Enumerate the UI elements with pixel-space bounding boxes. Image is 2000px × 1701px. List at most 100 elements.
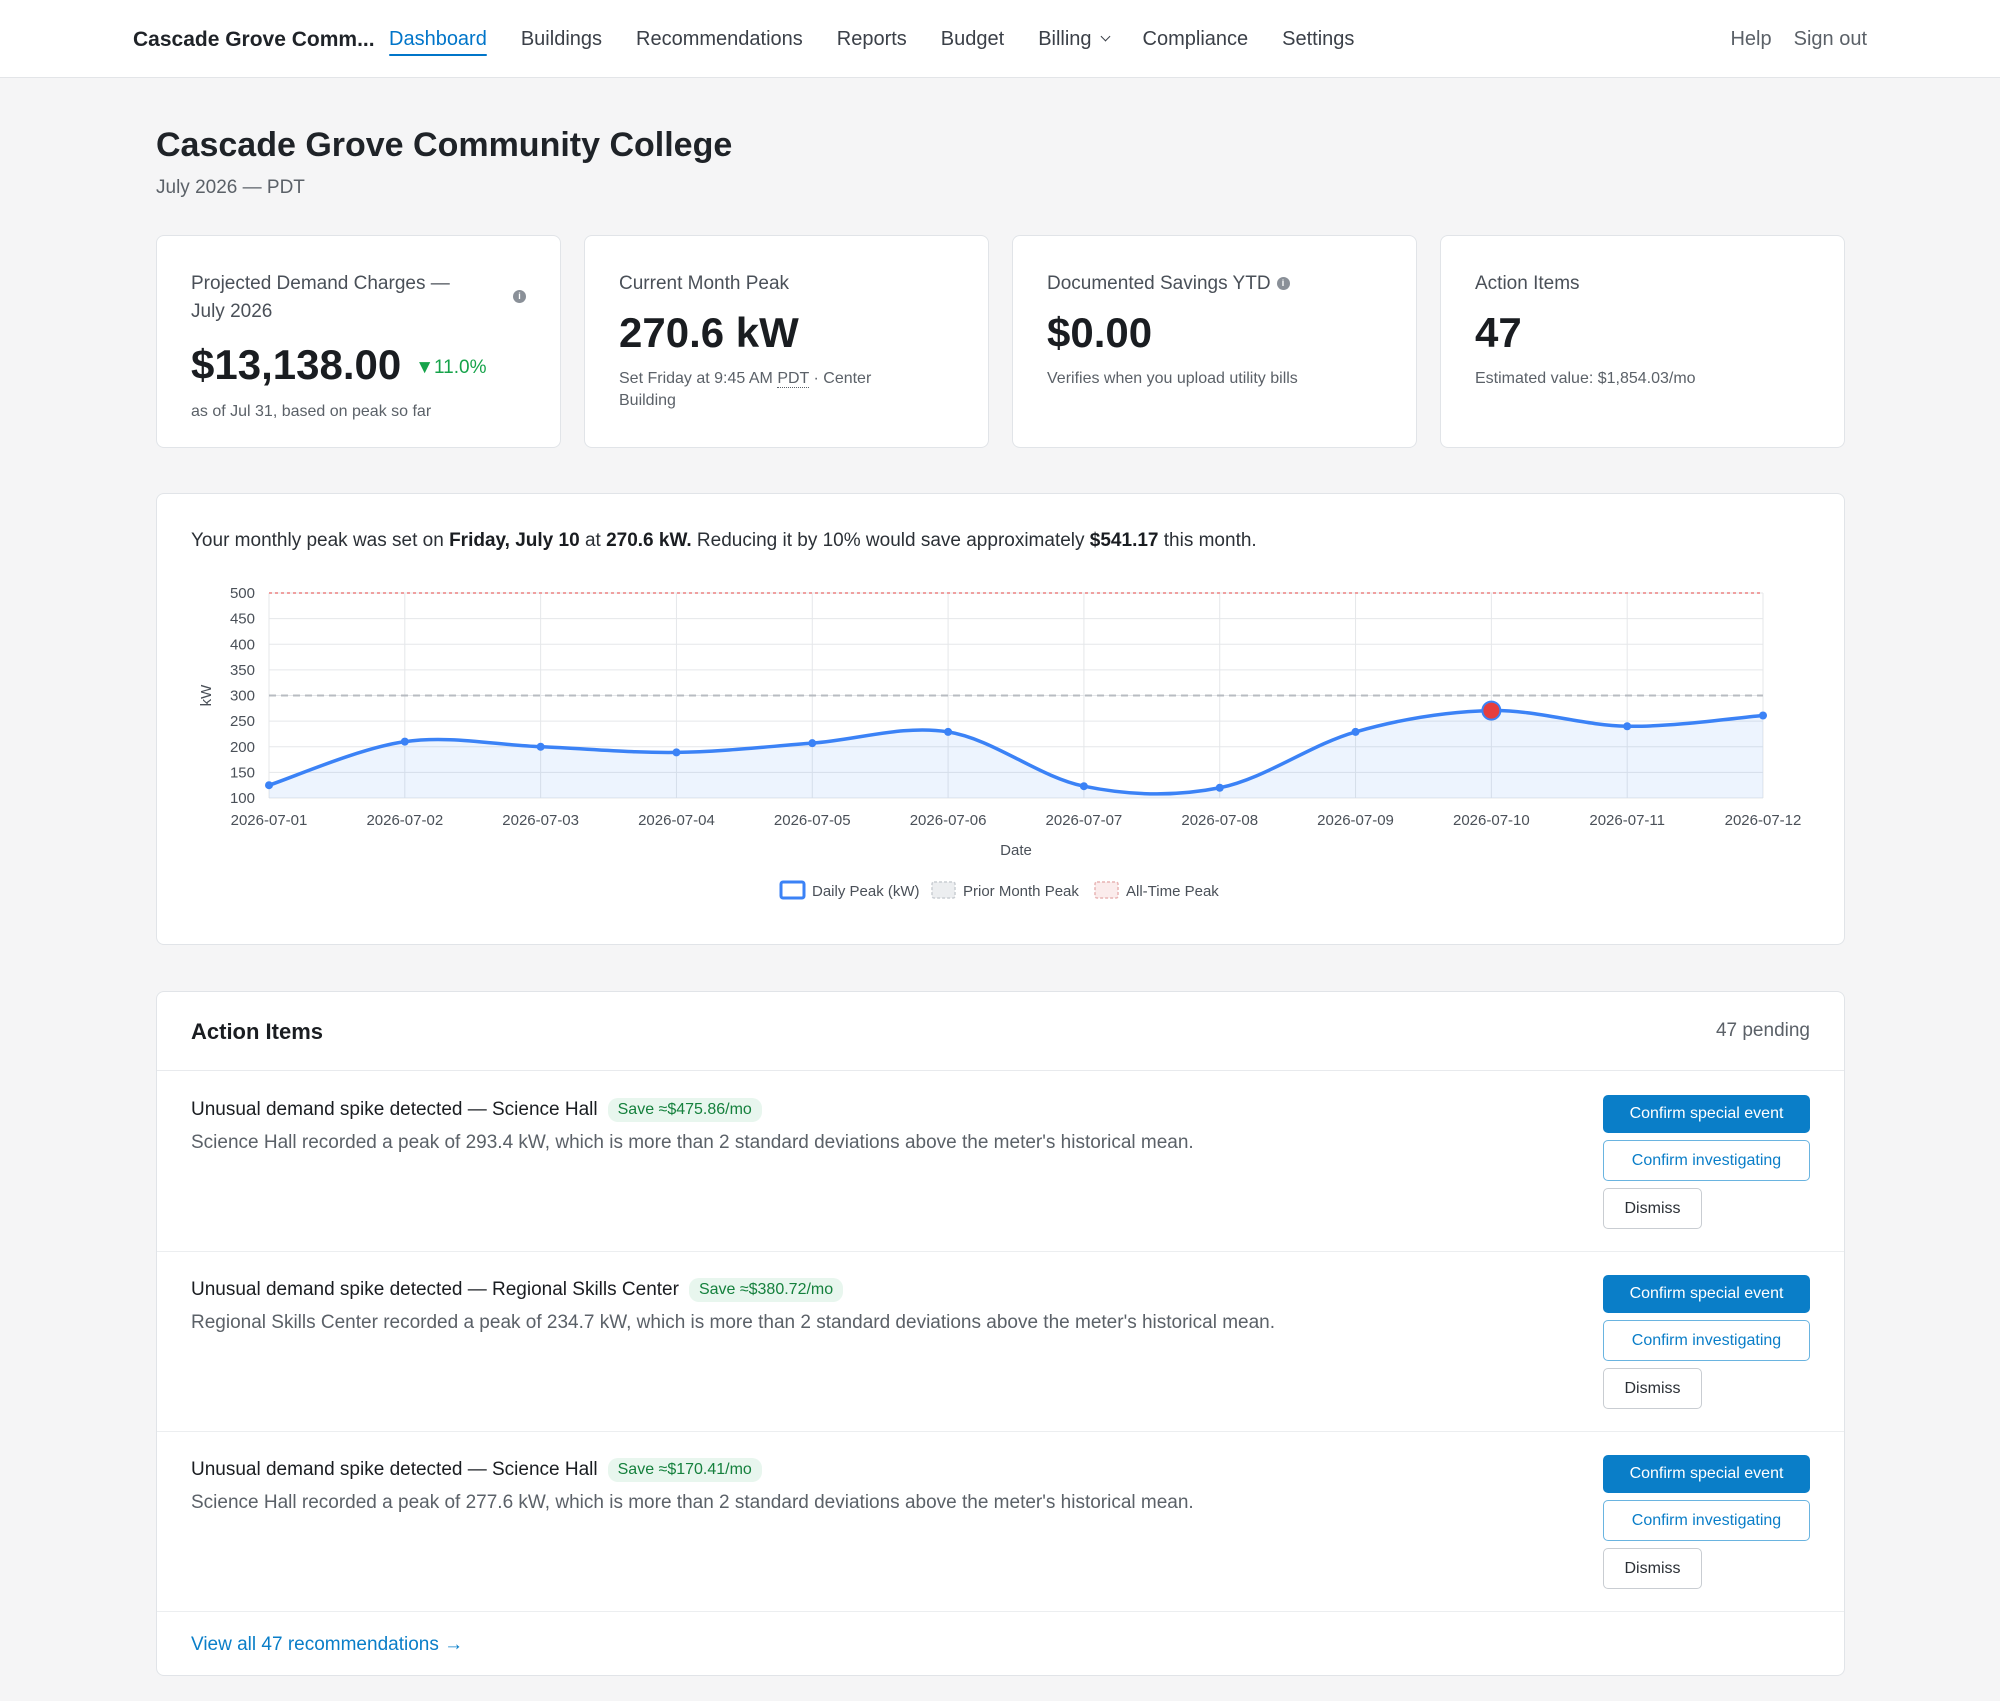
kpi-projected-demand-card: Projected Demand Charges — July 2026 i $… bbox=[156, 235, 561, 448]
x-tick-label: 2026-07-05 bbox=[774, 812, 851, 829]
nav-recommendations[interactable]: Recommendations bbox=[636, 27, 803, 50]
kpi-savings-label: Documented Savings YTD i bbox=[1047, 270, 1382, 298]
kpi-peak-sub-line2: Building bbox=[619, 392, 676, 409]
legend-label: Daily Peak (kW) bbox=[812, 883, 920, 900]
legend-swatch bbox=[1094, 881, 1119, 899]
save-badge: Save ≈$380.72/mo bbox=[688, 1278, 844, 1302]
x-tick-label: 2026-07-08 bbox=[1181, 812, 1258, 829]
summary-peak-day: Friday, July 10 bbox=[449, 530, 580, 551]
kpi-current-peak-card: Current Month Peak 270.6 kW Set Friday a… bbox=[584, 235, 989, 448]
action-item-title-text: Unusual demand spike detected — Science … bbox=[191, 1459, 598, 1480]
legend-item: Daily Peak (kW) bbox=[779, 880, 920, 900]
confirm-investigating-button[interactable]: Confirm investigating bbox=[1603, 1140, 1810, 1181]
y-tick-label: 150 bbox=[230, 764, 255, 781]
nav-dashboard[interactable]: Dashboard bbox=[389, 0, 487, 78]
nav-budget[interactable]: Budget bbox=[940, 27, 1005, 50]
dismiss-button[interactable]: Dismiss bbox=[1603, 1368, 1702, 1409]
summary-text-1: Your monthly peak was set on bbox=[191, 530, 450, 551]
kpi-savings-sub: Verifies when you upload utility bills bbox=[1047, 370, 1298, 387]
page-title: Cascade Grove Community College bbox=[156, 126, 733, 164]
confirm-special-event-button[interactable]: Confirm special event bbox=[1603, 1275, 1810, 1313]
top-nav: Cascade Grove Comm... Dashboard Building… bbox=[0, 0, 2000, 78]
peak-highlight-point bbox=[1481, 700, 1502, 721]
action-items-count: 47 pending bbox=[1715, 1020, 1810, 1041]
action-item-title: Unusual demand spike detected — Regional… bbox=[191, 1278, 844, 1302]
kpi-peak-timezone: PDT bbox=[777, 370, 810, 388]
action-items-card: Action Items 47 pending Unusual demand s… bbox=[156, 991, 1845, 1676]
action-items-header: Action Items 47 pending bbox=[157, 992, 1844, 1071]
kpi-peak-sub: Set Friday at 9:45 AM PDT · Center Build… bbox=[619, 368, 954, 412]
y-tick-label: 100 bbox=[230, 790, 255, 807]
y-axis-title: kW bbox=[198, 684, 215, 707]
summary-text-4: this month. bbox=[1158, 530, 1257, 551]
data-point bbox=[1215, 783, 1224, 792]
chart-summary: Your monthly peak was set on Friday, Jul… bbox=[191, 530, 1257, 552]
legend-label: All-Time Peak bbox=[1126, 883, 1219, 900]
x-tick-label: 2026-07-10 bbox=[1453, 812, 1530, 829]
nav-billing-label: Billing bbox=[1038, 27, 1092, 50]
nav-buildings[interactable]: Buildings bbox=[520, 27, 603, 50]
action-item-description: Science Hall recorded a peak of 277.6 kW… bbox=[191, 1492, 1194, 1513]
dismiss-button[interactable]: Dismiss bbox=[1603, 1548, 1702, 1589]
nav-links: Dashboard Buildings Recommendations Repo… bbox=[389, 0, 1388, 78]
peak-chart-card: Your monthly peak was set on Friday, Jul… bbox=[156, 493, 1845, 945]
data-point bbox=[944, 727, 953, 736]
y-tick-label: 300 bbox=[230, 688, 255, 705]
kpi-action-items-card: Action Items 47 Estimated value: $1,854.… bbox=[1440, 235, 1845, 448]
kpi-projected-amount: $13,138.00 bbox=[191, 341, 402, 388]
kpi-peak-sub-prefix: Set Friday at 9:45 AM bbox=[619, 370, 773, 387]
daily-peak-chart: 100 150 200 250 300 350 400 450 500 2026-07-01 202… bbox=[198, 585, 1802, 900]
data-point bbox=[672, 748, 681, 757]
action-item-title-text: Unusual demand spike detected — Science … bbox=[191, 1099, 598, 1120]
nav-compliance[interactable]: Compliance bbox=[1142, 27, 1249, 50]
y-tick-label: 200 bbox=[230, 739, 255, 756]
action-item-description: Science Hall recorded a peak of 293.4 kW… bbox=[191, 1132, 1194, 1153]
dismiss-button[interactable]: Dismiss bbox=[1603, 1188, 1702, 1229]
x-tick-label: 2026-07-12 bbox=[1725, 812, 1802, 829]
kpi-projected-label: Projected Demand Charges — July 2026 i bbox=[191, 270, 526, 326]
confirm-special-event-button[interactable]: Confirm special event bbox=[1603, 1095, 1810, 1133]
kpi-projected-label-line2: July 2026 bbox=[191, 301, 273, 322]
confirm-investigating-button[interactable]: Confirm investigating bbox=[1603, 1320, 1810, 1361]
view-all-recommendations-link[interactable]: View all 47 recommendations → bbox=[191, 1634, 464, 1655]
kpi-peak-label: Current Month Peak bbox=[619, 273, 790, 294]
legend-swatch bbox=[931, 881, 956, 899]
save-badge: Save ≈$170.41/mo bbox=[607, 1458, 762, 1482]
y-tick-label: 350 bbox=[230, 662, 255, 679]
x-tick-label: 2026-07-02 bbox=[366, 812, 443, 829]
brand-name[interactable]: Cascade Grove Comm... bbox=[133, 28, 375, 51]
y-tick-label: 450 bbox=[230, 611, 255, 628]
action-item-row: Unusual demand spike detected — Regional… bbox=[157, 1252, 1844, 1432]
x-axis-title: Date bbox=[1000, 842, 1032, 859]
chevron-down-icon bbox=[1100, 31, 1110, 42]
sign-out-link[interactable]: Sign out bbox=[1793, 27, 1867, 50]
legend-item: All-Time Peak bbox=[1094, 881, 1219, 900]
x-tick-label: 2026-07-01 bbox=[231, 812, 308, 829]
help-link[interactable]: Help bbox=[1730, 27, 1772, 50]
summary-text-3: Reducing it by 10% would save approximat… bbox=[691, 530, 1090, 551]
nav-reports[interactable]: Reports bbox=[836, 27, 907, 50]
nav-right: Help Sign out bbox=[1730, 0, 1867, 78]
confirm-investigating-button[interactable]: Confirm investigating bbox=[1603, 1500, 1810, 1541]
confirm-special-event-button[interactable]: Confirm special event bbox=[1603, 1455, 1810, 1493]
action-item-row: Unusual demand spike detected — Science … bbox=[157, 1072, 1844, 1252]
x-tick-label: 2026-07-07 bbox=[1046, 812, 1123, 829]
nav-settings[interactable]: Settings bbox=[1282, 27, 1355, 50]
summary-savings: $541.17 bbox=[1089, 530, 1159, 551]
x-tick-label: 2026-07-03 bbox=[502, 812, 579, 829]
kpi-peak-value: 270.6 kW bbox=[619, 309, 799, 356]
nav-billing[interactable]: Billing bbox=[1038, 0, 1110, 78]
info-icon[interactable]: i bbox=[513, 290, 526, 303]
x-tick-label: 2026-07-11 bbox=[1589, 812, 1665, 829]
y-tick-label: 400 bbox=[230, 636, 255, 653]
info-icon[interactable]: i bbox=[1276, 277, 1290, 291]
summary-text-2: at bbox=[579, 530, 607, 551]
data-point bbox=[1079, 782, 1088, 791]
save-badge: Save ≈$475.86/mo bbox=[607, 1098, 762, 1122]
x-tick-label: 2026-07-04 bbox=[638, 812, 715, 829]
kpi-savings-value: $0.00 bbox=[1047, 309, 1153, 356]
kpi-actions-value: 47 bbox=[1475, 309, 1522, 356]
data-point bbox=[265, 781, 273, 790]
action-item-title: Unusual demand spike detected — Science … bbox=[191, 1458, 762, 1482]
action-items-title: Action Items bbox=[191, 1019, 324, 1044]
